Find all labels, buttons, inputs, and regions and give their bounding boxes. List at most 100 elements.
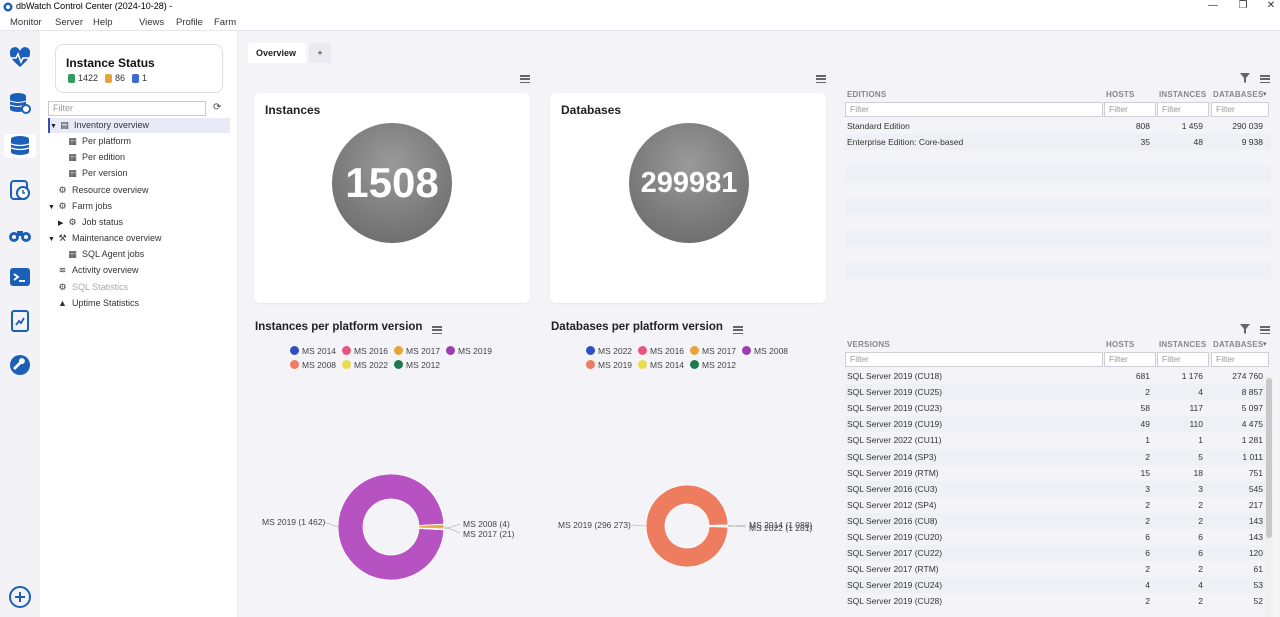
column-filter-input[interactable]: Filter — [1104, 102, 1156, 117]
add-tab-button[interactable]: + — [309, 43, 331, 63]
refresh-icon[interactable]: ⟳ — [213, 102, 222, 113]
table-row[interactable]: SQL Server 2017 (CU22) 6 6 120 — [845, 545, 1271, 562]
legend-item[interactable]: MS 2017 — [394, 346, 440, 356]
pie-slice[interactable] — [418, 523, 445, 530]
pie-slice[interactable] — [708, 525, 729, 528]
versions-menu-icon[interactable] — [1260, 326, 1270, 335]
tree-item[interactable]: ▦ Per version — [58, 166, 230, 181]
column-filter-input[interactable]: Filter — [1157, 352, 1209, 367]
menu-help[interactable]: Help — [93, 17, 113, 28]
versions-filter-icon[interactable] — [1240, 324, 1250, 334]
tree-item[interactable]: ▲ Uptime Statistics — [48, 296, 230, 311]
tree-item[interactable]: ⚙ Resource overview — [48, 183, 230, 198]
instances-menu-icon[interactable] — [520, 75, 530, 84]
column-header[interactable]: HOSTS — [1106, 90, 1135, 99]
table-row[interactable]: SQL Server 2012 (SP4) 2 2 217 — [845, 497, 1271, 513]
expand-arrow-icon[interactable]: ▼ — [50, 123, 57, 130]
tree-item[interactable]: ▦ SQL Agent jobs — [58, 247, 230, 262]
add-circle-icon[interactable] — [8, 585, 32, 609]
column-filter-input[interactable]: Filter — [1104, 352, 1156, 367]
tree-item[interactable]: ▶ ⚙ Job status — [58, 215, 230, 230]
database-stack-icon[interactable] — [4, 134, 36, 158]
heartbeat-icon[interactable] — [8, 46, 32, 70]
legend-item[interactable]: MS 2022 — [586, 346, 632, 356]
expand-arrow-icon[interactable]: ▼ — [48, 203, 55, 211]
databases-chart-menu-icon[interactable] — [733, 326, 743, 335]
versions-scroll-thumb[interactable] — [1266, 378, 1272, 538]
column-header[interactable]: EDITIONS — [847, 90, 887, 99]
legend-item[interactable]: MS 2014 — [638, 360, 684, 370]
table-row[interactable]: SQL Server 2019 (CU23) 58 117 5 097 — [845, 400, 1271, 416]
tree-item[interactable]: ▦ Per platform — [58, 134, 230, 149]
table-row[interactable]: SQL Server 2017 (RTM) 2 2 61 — [845, 561, 1271, 577]
menu-server[interactable]: Server — [55, 17, 83, 28]
terminal-icon[interactable] — [8, 265, 32, 289]
instances-chart-menu-icon[interactable] — [432, 326, 442, 335]
column-filter-input[interactable]: Filter — [1211, 352, 1269, 367]
legend-item[interactable]: MS 2016 — [638, 346, 684, 356]
table-row[interactable]: SQL Server 2019 (CU24) 4 4 53 — [845, 577, 1271, 594]
instance-status-card[interactable]: Instance Status 1422 86 1 — [55, 44, 223, 93]
tab-overview[interactable]: Overview — [248, 43, 306, 63]
pie-slice[interactable] — [708, 524, 729, 527]
column-header[interactable]: HOSTS — [1106, 340, 1135, 349]
column-filter-input[interactable]: Filter — [1211, 102, 1269, 117]
menu-monitor[interactable]: Monitor — [10, 17, 42, 28]
table-row[interactable]: SQL Server 2019 (CU18) 681 1 176 274 760 — [845, 368, 1271, 384]
tree-item[interactable]: ▦ Per edition — [58, 150, 230, 165]
maximize-button[interactable]: ❐ — [1238, 0, 1248, 11]
column-header[interactable]: DATABASES — [1213, 90, 1264, 99]
legend-item[interactable]: MS 2014 — [290, 346, 336, 356]
database-clock-icon[interactable] — [8, 178, 32, 202]
table-row[interactable]: SQL Server 2019 (CU25) 2 4 8 857 — [845, 384, 1271, 401]
sort-icon[interactable]: ▾ — [1263, 91, 1267, 98]
legend-item[interactable]: MS 2012 — [690, 360, 736, 370]
expand-arrow-icon[interactable]: ▶ — [58, 219, 64, 227]
legend-item[interactable]: MS 2019 — [586, 360, 632, 370]
legend-item[interactable]: MS 2008 — [290, 360, 336, 370]
tree-item[interactable]: ≋ Activity overview — [48, 263, 230, 278]
menu-profile[interactable]: Profile — [176, 17, 203, 28]
versions-scrollbar[interactable] — [1265, 376, 1273, 617]
minimize-button[interactable]: — — [1208, 0, 1218, 11]
pie-slice[interactable] — [645, 484, 729, 568]
legend-item[interactable]: MS 2017 — [690, 346, 736, 356]
menu-farm[interactable]: Farm — [214, 17, 237, 28]
table-row[interactable]: SQL Server 2019 (RTM) 15 18 751 — [845, 465, 1271, 481]
editions-menu-icon[interactable] — [1260, 75, 1270, 84]
table-row[interactable]: SQL Server 2016 (CU3) 3 3 545 — [845, 480, 1271, 497]
column-filter-input[interactable]: Filter — [845, 352, 1103, 367]
table-row[interactable]: SQL Server 2019 (CU28) 2 2 52 — [845, 593, 1271, 609]
column-filter-input[interactable]: Filter — [1157, 102, 1209, 117]
pie-slice[interactable] — [337, 473, 445, 581]
legend-item[interactable]: MS 2022 — [342, 360, 388, 370]
table-row[interactable]: SQL Server 2019 (CU20) 6 6 143 — [845, 529, 1271, 545]
close-button[interactable]: ✕ — [1266, 0, 1276, 11]
column-header[interactable]: DATABASES — [1213, 340, 1264, 349]
wrench-icon[interactable] — [8, 353, 32, 377]
table-row[interactable]: Enterprise Edition: Core-based 35 48 9 938 — [845, 134, 1271, 151]
table-row[interactable]: Standard Edition 808 1 459 290 039 — [845, 118, 1271, 134]
database-settings-icon[interactable] — [8, 91, 32, 115]
expand-arrow-icon[interactable]: ▼ — [48, 236, 55, 244]
databases-menu-icon[interactable] — [816, 75, 826, 84]
table-row[interactable]: SQL Server 2014 (SP3) 2 5 1 011 — [845, 448, 1271, 465]
tree-item[interactable]: ▼ ⚒ Maintenance overview — [48, 231, 230, 246]
legend-item[interactable]: MS 2016 — [342, 346, 388, 356]
table-row[interactable]: SQL Server 2022 (CU11) 1 1 1 281 — [845, 432, 1271, 448]
column-header[interactable]: INSTANCES — [1159, 340, 1207, 349]
menu-views[interactable]: Views — [139, 17, 165, 28]
tree-item[interactable]: ⚙ SQL Statistics — [48, 280, 230, 295]
legend-item[interactable]: MS 2019 — [446, 346, 492, 356]
legend-item[interactable]: MS 2008 — [742, 346, 788, 356]
legend-item[interactable]: MS 2012 — [394, 360, 440, 370]
column-header[interactable]: INSTANCES — [1159, 90, 1207, 99]
column-filter-input[interactable]: Filter — [845, 102, 1103, 117]
editions-filter-icon[interactable] — [1240, 73, 1250, 83]
pie-slice[interactable] — [418, 527, 445, 531]
sort-icon[interactable]: ▾ — [1263, 341, 1267, 348]
report-icon[interactable] — [8, 309, 32, 333]
tree-item[interactable]: ▼ ▤ Inventory overview — [48, 118, 230, 133]
table-row[interactable]: SQL Server 2016 (CU8) 2 2 143 — [845, 512, 1271, 529]
binoculars-icon[interactable] — [8, 222, 32, 246]
